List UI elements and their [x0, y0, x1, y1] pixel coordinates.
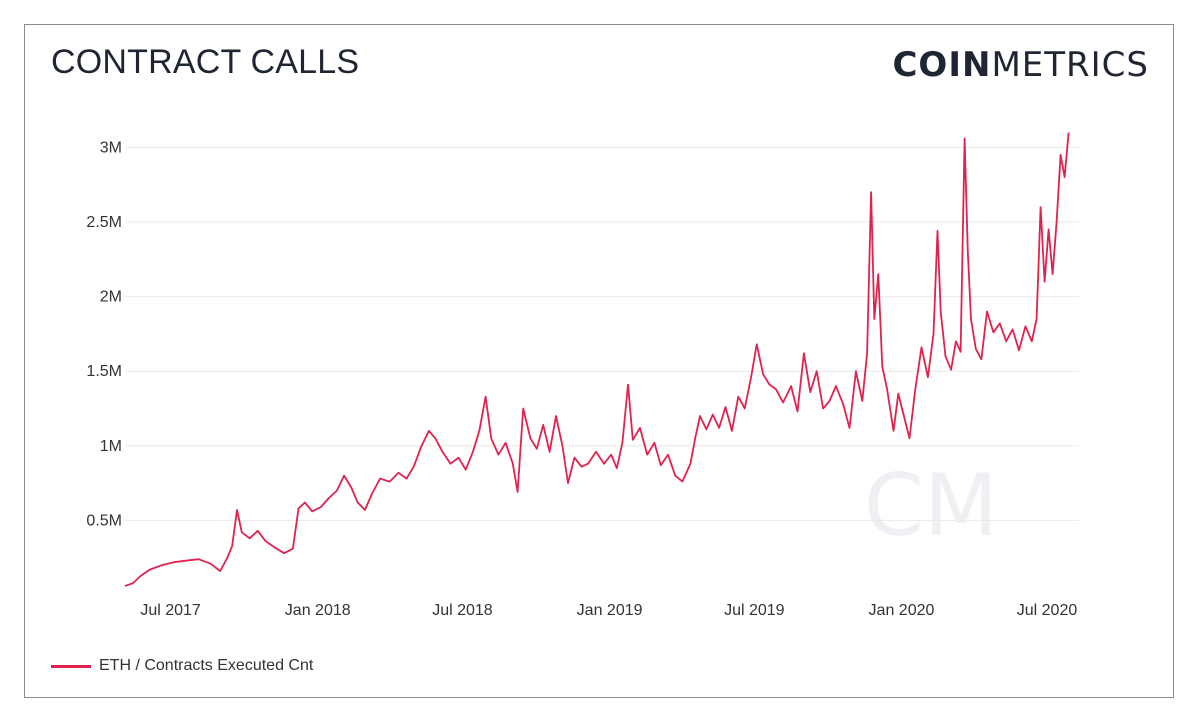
y-axis: 0.5M 1M 1.5M 2M 2.5M 3M	[86, 139, 122, 529]
x-tick-label: Jan 2018	[285, 602, 351, 619]
y-tick-label: 2M	[100, 289, 122, 306]
x-tick-label: Jul 2017	[140, 602, 201, 619]
brand-logo: COINMETRICS	[892, 45, 1149, 85]
grid-layer	[125, 146, 1079, 521]
y-tick-label: 3M	[100, 139, 122, 156]
series-line[interactable]	[124, 132, 1070, 587]
y-tick-label: 1M	[100, 438, 122, 455]
y-tick-label: 0.5M	[86, 512, 122, 529]
series-layer	[124, 132, 1070, 587]
x-axis: Jul 2017 Jan 2018 Jul 2018 Jan 2019 Jul 2019…	[140, 602, 1077, 619]
x-tick-label: Jan 2020	[869, 602, 935, 619]
brand-logo-light: METRICS	[991, 45, 1149, 85]
legend[interactable]: ETH / Contracts Executed Cnt	[51, 657, 313, 675]
y-tick-label: 2.5M	[86, 214, 122, 231]
chart-title: CONTRACT CALLS	[51, 43, 360, 81]
y-tick-label: 1.5M	[86, 363, 122, 380]
chart-frame: CONTRACT CALLS COINMETRICS CM 0.5M 1M 1.5M…	[24, 24, 1174, 698]
x-tick-label: Jul 2019	[724, 602, 785, 619]
legend-swatch	[51, 664, 91, 668]
watermark: CM	[864, 456, 998, 556]
brand-logo-bold: COIN	[892, 45, 992, 85]
x-tick-label: Jul 2018	[432, 602, 493, 619]
watermark-text: CM	[864, 456, 998, 556]
legend-label: ETH / Contracts Executed Cnt	[99, 657, 314, 674]
x-tick-label: Jul 2020	[1017, 602, 1078, 619]
x-tick-label: Jan 2019	[577, 602, 643, 619]
